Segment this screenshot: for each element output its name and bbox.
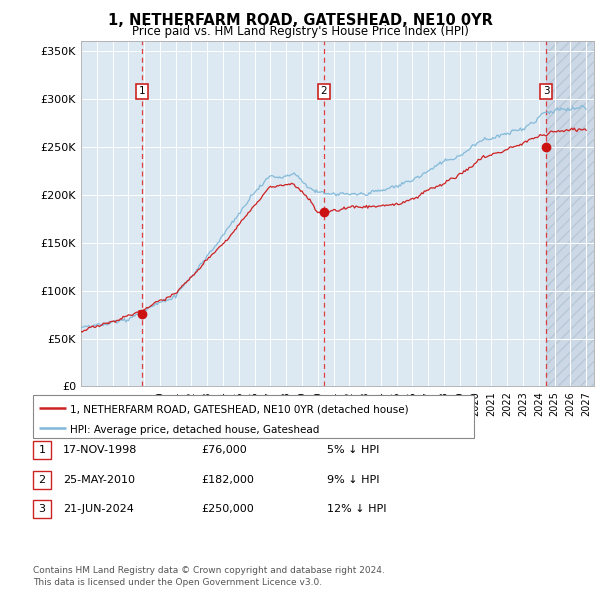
Text: 2: 2: [38, 475, 46, 484]
Text: 1, NETHERFARM ROAD, GATESHEAD, NE10 0YR: 1, NETHERFARM ROAD, GATESHEAD, NE10 0YR: [107, 13, 493, 28]
Text: £182,000: £182,000: [201, 475, 254, 484]
Text: 12% ↓ HPI: 12% ↓ HPI: [327, 504, 386, 514]
Text: Contains HM Land Registry data © Crown copyright and database right 2024.
This d: Contains HM Land Registry data © Crown c…: [33, 566, 385, 587]
Text: 5% ↓ HPI: 5% ↓ HPI: [327, 445, 379, 455]
Text: 21-JUN-2024: 21-JUN-2024: [63, 504, 134, 514]
Text: 25-MAY-2010: 25-MAY-2010: [63, 475, 135, 484]
Text: £250,000: £250,000: [201, 504, 254, 514]
Bar: [546, 41, 600, 386]
Text: 2: 2: [320, 86, 327, 96]
Text: 3: 3: [543, 86, 550, 96]
Text: 9% ↓ HPI: 9% ↓ HPI: [327, 475, 380, 484]
Text: 1: 1: [38, 445, 46, 455]
Text: HPI: Average price, detached house, Gateshead: HPI: Average price, detached house, Gate…: [70, 425, 320, 435]
Text: Price paid vs. HM Land Registry's House Price Index (HPI): Price paid vs. HM Land Registry's House …: [131, 25, 469, 38]
Text: £76,000: £76,000: [201, 445, 247, 455]
Text: 17-NOV-1998: 17-NOV-1998: [63, 445, 137, 455]
Text: 3: 3: [38, 504, 46, 514]
Text: 1, NETHERFARM ROAD, GATESHEAD, NE10 0YR (detached house): 1, NETHERFARM ROAD, GATESHEAD, NE10 0YR …: [70, 404, 409, 414]
Text: 1: 1: [139, 86, 146, 96]
